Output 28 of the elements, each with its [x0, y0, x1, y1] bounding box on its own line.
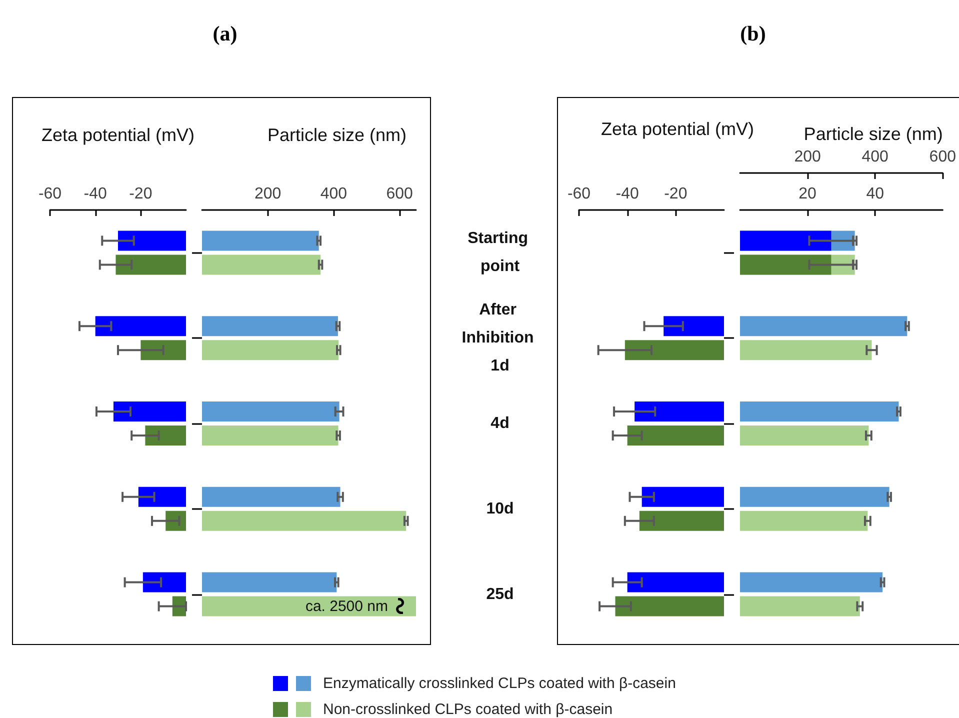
y-tick-label: After Inhibition 1d	[462, 302, 538, 375]
y-tick-label: Starting point	[468, 230, 532, 276]
x2-tick-label: 600	[929, 148, 956, 166]
x-tick-label: 600	[386, 186, 413, 202]
text: Enzymatically crosslinked CLPs coated with β-casein	[323, 674, 676, 692]
x-tick-label: 200	[254, 186, 282, 202]
x-tick-label: -40	[84, 186, 107, 202]
x-tick-label: 40	[866, 186, 884, 202]
x-tick-label: -20	[129, 186, 152, 202]
x2-tick-label: 200	[794, 148, 821, 166]
chart-title: (b)	[740, 22, 766, 46]
chart-title: (a)	[212, 22, 238, 46]
x-tick-label: -60	[567, 186, 591, 202]
x-axis-title: Zeta potential (mV)	[41, 125, 195, 145]
y-tick-label: 25d	[486, 586, 514, 603]
x2-axis-title: Particle size (nm)	[804, 124, 943, 144]
x-tick-label: -60	[38, 186, 62, 202]
x-tick-label: -40	[616, 186, 639, 202]
x-tick-label: 400	[320, 186, 348, 202]
y-tick-label: 4d	[490, 415, 510, 432]
x-tick-label: 20	[798, 186, 817, 202]
text: Non-crosslinked CLPs coated with β-casein	[323, 700, 613, 718]
x-axis-title: Particle size (nm)	[267, 125, 407, 145]
annotation: ca. 2500 nm	[305, 598, 388, 615]
x-tick-label: -20	[664, 186, 688, 202]
y-tick-label: 10d	[486, 500, 514, 518]
x-axis-title: Zeta potential (mV)	[600, 119, 754, 139]
x2-tick-label: 400	[862, 148, 889, 166]
